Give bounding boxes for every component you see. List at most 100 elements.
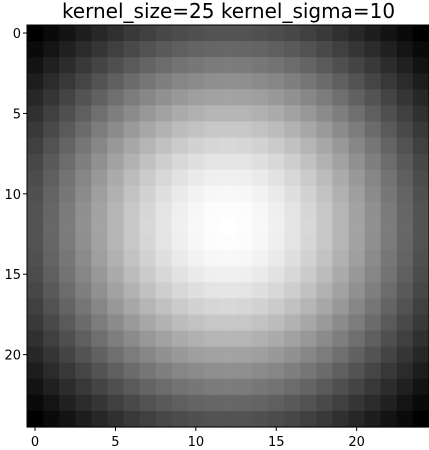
heatmap-cell [75,378,92,396]
heatmap-cell [380,394,398,412]
heatmap-cell [396,57,414,74]
heatmap-cell [155,169,173,187]
heatmap-cell [123,153,141,171]
heatmap-cell [284,121,301,139]
y-tick-label: 10 [4,188,21,203]
heatmap-cell [219,137,237,155]
heatmap-cell [236,298,253,316]
heatmap-cell [27,121,44,139]
heatmap-cell [187,57,205,74]
heatmap-cell [284,41,301,58]
heatmap-cell [139,410,157,428]
heatmap-cell [171,266,189,283]
heatmap-cell [27,57,44,74]
heatmap-cell [236,250,253,267]
heatmap-cell [348,282,366,299]
heatmap-cell [139,282,157,299]
heatmap-cell [252,217,269,235]
chart-title: kernel_size=25 kernel_sigma=10 [61,0,396,23]
heatmap-cell [364,346,382,364]
heatmap-cell [268,89,285,106]
heatmap-cell [396,121,414,139]
heatmap-cell [300,185,318,203]
heatmap-cell [123,73,141,90]
heatmap-cell [348,73,366,90]
heatmap-cell [364,217,382,235]
heatmap-cell [332,121,350,139]
heatmap-cell [91,250,108,267]
heatmap-cell [316,282,334,299]
heatmap-cell [316,234,334,251]
x-tick-label: 10 [188,435,205,450]
heatmap-cell [219,153,237,171]
heatmap-cell [59,346,76,364]
heatmap-cell [236,121,253,139]
x-tick-label: 20 [348,435,365,450]
heatmap-cell [219,89,237,106]
heatmap-cell [219,346,237,364]
heatmap-cell [268,250,285,267]
heatmap-cell [187,282,205,299]
heatmap-cell [155,330,173,348]
heatmap-cell [107,234,125,251]
heatmap-cell [284,378,301,396]
heatmap-cell [107,266,125,283]
heatmap-cell [43,153,60,171]
heatmap-cell [268,378,285,396]
heatmap-cell [203,169,221,187]
heatmap-cell [348,394,366,412]
heatmap-cell [284,201,301,219]
heatmap-cell [43,298,60,316]
heatmap-cell [284,153,301,171]
heatmap-cell [412,185,429,203]
heatmap-cell [412,314,429,332]
heatmap-cell [252,121,269,139]
heatmap-cell [380,121,398,139]
heatmap-cell [171,153,189,171]
heatmap-cell [412,234,429,251]
heatmap-cell [203,73,221,90]
heatmap-cell [300,89,318,106]
y-tick-label: 20 [4,349,21,364]
heatmap-cell [155,250,173,267]
heatmap-cell [107,362,125,380]
heatmap-cell [75,89,92,106]
heatmap-cell [284,169,301,187]
heatmap-cell [396,137,414,155]
heatmap-cell [236,266,253,283]
heatmap-cell [171,169,189,187]
heatmap-cell [348,330,366,348]
heatmap-cell [380,153,398,171]
heatmap-cell [268,169,285,187]
heatmap-cell [43,266,60,283]
heatmap-cell [364,73,382,90]
heatmap-cell [139,330,157,348]
heatmap-cell [219,250,237,267]
heatmap-cell [348,201,366,219]
heatmap-cell [107,41,125,58]
heatmap-cell [59,41,76,58]
heatmap-cell [364,121,382,139]
heatmap-cell [123,89,141,106]
heatmap-cell [332,266,350,283]
heatmap-cell [203,362,221,380]
heatmap-cell [139,121,157,139]
heatmap-cell [300,282,318,299]
heatmap-cell [252,378,269,396]
heatmap-cell [203,89,221,106]
heatmap-cell [187,378,205,396]
heatmap-cell [300,217,318,235]
heatmap-cell [123,346,141,364]
heatmap-cell [187,105,205,123]
heatmap-cell [412,25,429,42]
heatmap-cell [316,346,334,364]
heatmap-cell [252,330,269,348]
heatmap-cell [139,105,157,123]
heatmap-cell [203,41,221,58]
heatmap-cell [155,73,173,90]
heatmap-cell [155,378,173,396]
heatmap-cell [268,217,285,235]
heatmap-cell [236,25,253,42]
heatmap-cell [91,105,108,123]
heatmap-cell [252,314,269,332]
